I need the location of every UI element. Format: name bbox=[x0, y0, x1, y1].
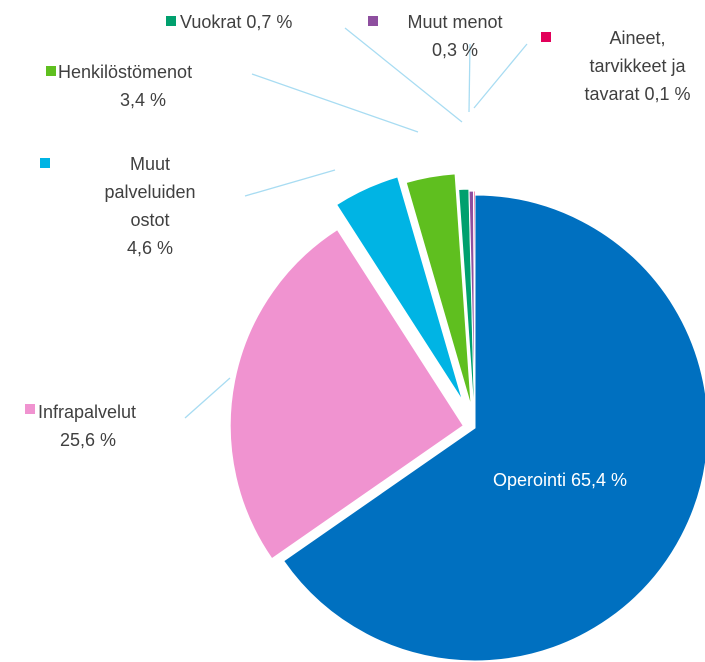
category-label: Operointi bbox=[492, 470, 566, 490]
slice-label: Operointi 65,4 % bbox=[455, 466, 665, 494]
slice-label: Muut menot 0,3 % bbox=[385, 8, 525, 64]
legend-swatch bbox=[368, 16, 378, 26]
leader-lines bbox=[184, 27, 528, 419]
category-label: Vuokrat bbox=[180, 12, 242, 32]
leader-line bbox=[244, 169, 336, 197]
category-label: Infrapalvelut bbox=[38, 402, 137, 422]
legend-swatch bbox=[40, 158, 50, 168]
pie-slice bbox=[335, 176, 464, 401]
value-label: 0,1 % bbox=[644, 84, 691, 104]
category-label: Henkilöstömenot bbox=[58, 62, 193, 82]
slice-label: Henkilöstömenot 3,4 % bbox=[58, 58, 253, 114]
leader-line bbox=[344, 27, 463, 123]
value-label: 25,6 % bbox=[59, 430, 117, 450]
value-label: 3,4 % bbox=[119, 90, 167, 110]
slice-label: Vuokrat 0,7 % bbox=[180, 8, 360, 36]
pie-slice bbox=[229, 228, 464, 560]
value-label: 4,6 % bbox=[126, 238, 174, 258]
category-label: Muut palveluiden ostot bbox=[104, 154, 196, 230]
legend-swatch bbox=[25, 404, 35, 414]
value-label: 65,4 % bbox=[571, 470, 628, 490]
pie-slice bbox=[458, 188, 476, 423]
slice-label: Infrapalvelut 25,6 % bbox=[38, 398, 183, 454]
category-label: Aineet, tarvikkeet ja tavarat bbox=[584, 28, 686, 104]
leader-line bbox=[251, 73, 419, 133]
leader-line bbox=[184, 377, 231, 419]
legend-swatch bbox=[46, 66, 56, 76]
legend-swatch bbox=[541, 32, 551, 42]
category-label: Muut menot bbox=[407, 12, 503, 32]
legend-swatch bbox=[166, 16, 176, 26]
leader-line bbox=[468, 43, 471, 113]
slice-label: Aineet, tarvikkeet ja tavarat 0,1 % bbox=[575, 24, 700, 108]
value-label: 0,7 % bbox=[246, 12, 293, 32]
pie-slice bbox=[282, 194, 705, 662]
pie-slice bbox=[405, 173, 472, 407]
leader-line bbox=[473, 43, 528, 109]
value-label: 0,3 % bbox=[431, 40, 479, 60]
slice-label: Muut palveluiden ostot 4,6 % bbox=[85, 150, 215, 262]
pie-slice bbox=[473, 190, 476, 425]
